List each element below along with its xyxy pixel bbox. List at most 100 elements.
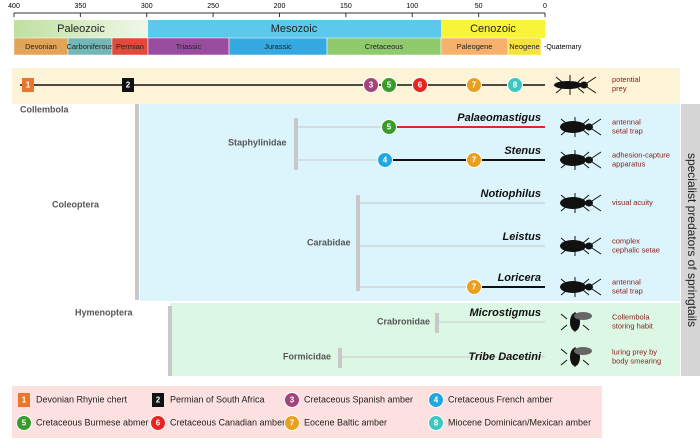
era-label: Cenozoic xyxy=(470,23,516,35)
tick-label: 350 xyxy=(75,3,87,10)
clade-bar xyxy=(168,306,172,376)
species-label: Microstigmus xyxy=(469,307,541,319)
insect-head xyxy=(585,123,593,131)
trait-label: antennal xyxy=(612,277,641,286)
family-label: Staphylinidae xyxy=(228,137,287,147)
insect-antenna xyxy=(591,118,602,136)
family-label: Crabronidae xyxy=(377,316,430,326)
insect-legs xyxy=(560,117,590,137)
marker-label: 2 xyxy=(126,81,131,90)
taxon-label: Collembola xyxy=(20,104,70,114)
period-bar xyxy=(507,37,542,56)
insect-icon xyxy=(554,75,597,95)
insect-body xyxy=(554,81,582,89)
insect-icon xyxy=(560,150,602,170)
era-bar xyxy=(441,20,545,38)
marker xyxy=(16,415,32,431)
era-label: Mesozoic xyxy=(271,23,318,35)
insect-head xyxy=(585,242,593,250)
insect-antenna xyxy=(586,76,597,94)
marker-label: 3 xyxy=(290,396,295,405)
legend-label: Cretaceous Spanish amber xyxy=(304,394,413,404)
marker-label: 7 xyxy=(472,283,477,292)
insect-icon xyxy=(560,117,602,137)
legend-label: Cretaceous Canadian amber xyxy=(170,417,285,427)
insect-head xyxy=(580,81,588,89)
marker xyxy=(377,152,393,168)
era-bar xyxy=(14,20,148,38)
insect-legs xyxy=(560,150,590,170)
legend-box xyxy=(12,386,602,438)
tick-label: 100 xyxy=(406,3,418,10)
species-label: Tribe Dacetini xyxy=(468,351,541,363)
period-label: Cretaceous xyxy=(365,42,404,51)
marker xyxy=(284,415,300,431)
trait-label: cephalic setae xyxy=(612,245,660,254)
insect-body xyxy=(560,240,586,252)
marker xyxy=(466,279,482,295)
era-label: Paleozoic xyxy=(57,23,105,35)
legend-label: Miocene Dominican/Mexican amber xyxy=(448,417,591,427)
period-label: Permian xyxy=(116,42,144,51)
marker xyxy=(152,393,164,407)
legend-label: Permian of South Africa xyxy=(170,394,265,404)
marker-label: 5 xyxy=(22,419,27,428)
family-label: Formicidae xyxy=(283,351,331,361)
trait-label: setal trap xyxy=(612,126,643,135)
marker-label: 4 xyxy=(434,396,439,405)
trait-label: apparatus xyxy=(612,159,646,168)
insect-legs xyxy=(560,236,590,256)
period-label: -Quaternary xyxy=(544,44,582,51)
trait-label: potential xyxy=(612,75,641,84)
insect-body xyxy=(560,281,586,293)
insect-wing xyxy=(574,347,592,355)
marker-label: 7 xyxy=(472,156,477,165)
clade-bar xyxy=(135,104,139,300)
side-label: specialist predators of springtails xyxy=(685,153,699,327)
insect-legs xyxy=(555,75,585,95)
marker xyxy=(22,78,34,92)
insect-icon xyxy=(560,193,602,213)
marker xyxy=(428,415,444,431)
insect-head xyxy=(585,283,593,291)
clade-bar xyxy=(338,348,342,368)
period-label: Neogene xyxy=(509,42,539,51)
species-label: Leistus xyxy=(502,231,541,243)
marker-label: 8 xyxy=(513,81,518,90)
tick-label: 150 xyxy=(340,3,352,10)
trait-label: luring prey by xyxy=(612,347,657,356)
insect-body xyxy=(560,154,586,166)
trait-label: Collembola xyxy=(612,312,650,321)
trait-label: body smearing xyxy=(612,356,661,365)
tick-label: 50 xyxy=(475,3,483,10)
insect-icon xyxy=(560,347,592,367)
trait-label: adhesion-capture xyxy=(612,150,670,159)
marker-label: 6 xyxy=(156,419,161,428)
marker-label: 3 xyxy=(369,81,374,90)
family-label: Carabidae xyxy=(307,237,351,247)
marker xyxy=(18,393,30,407)
period-label: Triassic xyxy=(176,42,202,51)
insect-wing xyxy=(574,312,592,320)
legend-label: Cretaceous French amber xyxy=(448,394,553,404)
marker-label: 1 xyxy=(22,396,27,405)
clade-bar xyxy=(294,118,298,170)
insect-icon xyxy=(560,236,602,256)
insect-head xyxy=(585,199,593,207)
trait-label: storing habit xyxy=(612,321,654,330)
period-label: Paleogene xyxy=(457,42,493,51)
trait-label: complex xyxy=(612,236,640,245)
marker-label: 2 xyxy=(156,396,161,405)
marker-label: 5 xyxy=(387,81,392,90)
clade-bar xyxy=(356,195,360,291)
tick-label: 400 xyxy=(8,3,20,10)
marker xyxy=(428,392,444,408)
hymenoptera-band xyxy=(170,303,680,376)
taxon-label: Hymenoptera xyxy=(75,307,134,317)
tick-label: 200 xyxy=(274,3,286,10)
tick-label: 300 xyxy=(141,3,153,10)
period-label: Jurassic xyxy=(264,42,292,51)
insect-antenna xyxy=(591,194,602,212)
insect-antenna xyxy=(591,278,602,296)
insect-head xyxy=(585,156,593,164)
